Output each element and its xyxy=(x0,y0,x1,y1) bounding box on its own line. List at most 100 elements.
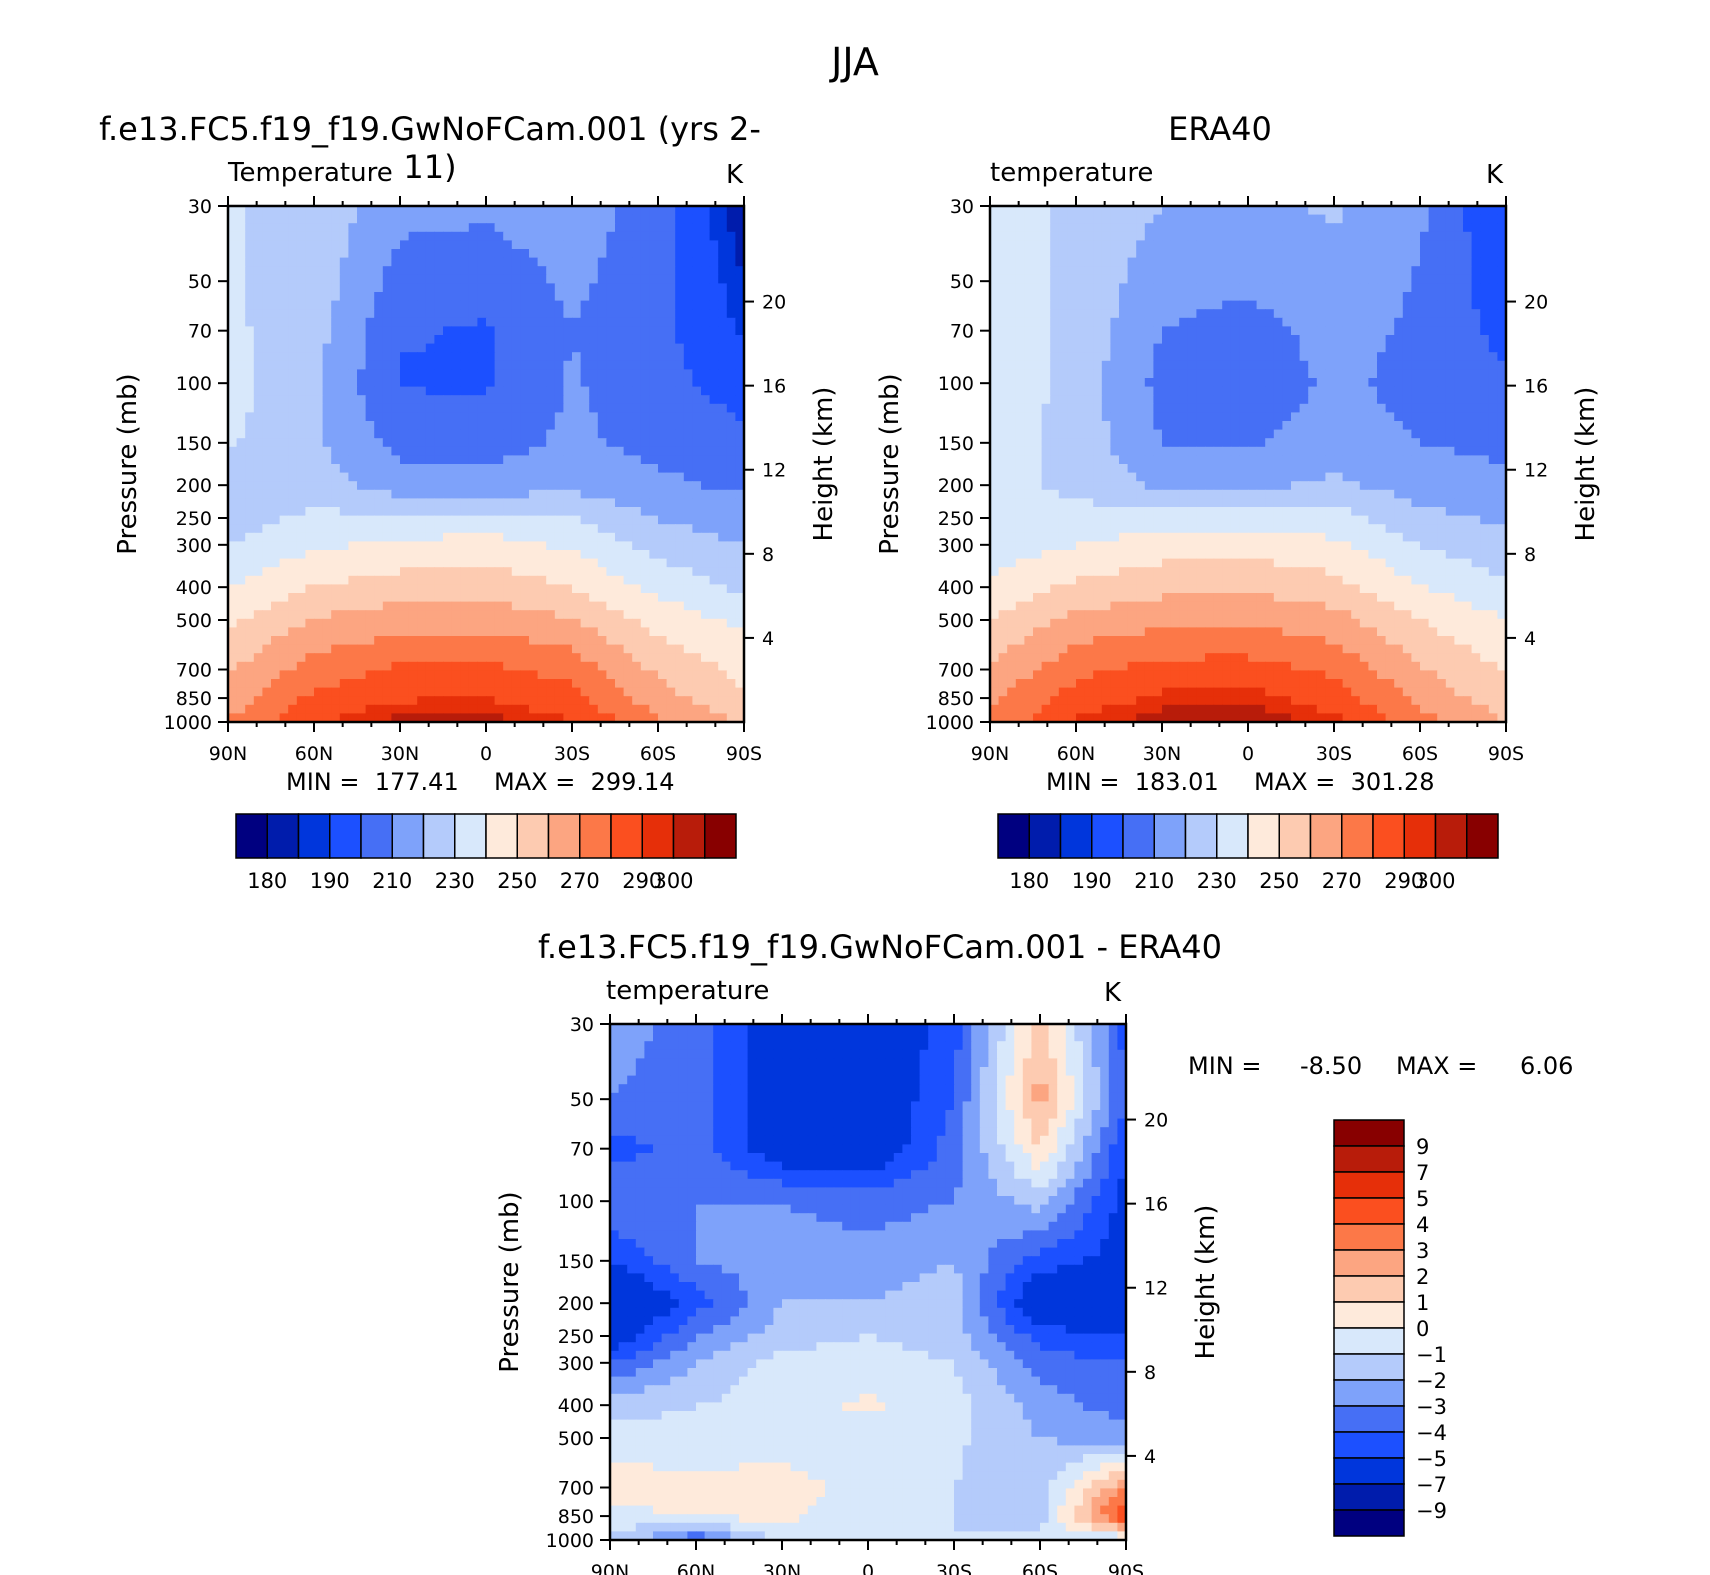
obs-field-cell xyxy=(1334,257,1344,267)
model-field-cell xyxy=(451,412,461,422)
model-field-cell xyxy=(701,412,711,422)
obs-field-cell xyxy=(1222,283,1232,293)
model-field-cell xyxy=(279,498,289,508)
model-field-cell xyxy=(675,395,685,405)
model-field-cell xyxy=(322,670,332,680)
model-field-cell xyxy=(400,567,410,577)
obs-field-cell xyxy=(1153,266,1163,276)
model-field-cell xyxy=(709,206,719,216)
model-field-cell xyxy=(348,489,358,499)
obs-field-cell xyxy=(1445,317,1455,327)
model-field-cell xyxy=(434,429,444,439)
obs-field-cell xyxy=(1265,352,1275,362)
model-field-cell xyxy=(615,532,625,542)
model-field-cell xyxy=(709,343,719,353)
model-field-cell xyxy=(357,670,367,680)
model-colorbar-box xyxy=(422,813,456,859)
model-field-cell xyxy=(623,593,633,603)
model-field-cell xyxy=(322,661,332,671)
obs-field-cell xyxy=(1136,257,1146,267)
model-field-cell xyxy=(597,257,607,267)
obs-field-cell xyxy=(1110,352,1120,362)
model-field-cell xyxy=(271,481,281,491)
model-field-cell xyxy=(382,309,392,319)
model-field-cell xyxy=(597,326,607,336)
obs-field-cell xyxy=(1437,266,1447,276)
model-field-cell xyxy=(279,464,289,474)
obs-field-cell xyxy=(1334,223,1344,233)
model-field-cell xyxy=(606,223,616,233)
obs-field-cell xyxy=(1153,300,1163,310)
model-field-cell xyxy=(735,343,745,353)
obs-field-cell xyxy=(1480,231,1490,241)
model-field-cell xyxy=(529,464,539,474)
model-field-cell xyxy=(701,532,711,542)
obs-field-cell xyxy=(1024,206,1034,216)
model-field-cell xyxy=(451,593,461,603)
model-field-cell xyxy=(709,249,719,259)
obs-field-cell xyxy=(1282,378,1292,388)
obs-field-cell xyxy=(1248,378,1258,388)
obs-field-cell xyxy=(1402,326,1412,336)
model-field-cell xyxy=(331,266,341,276)
obs-field-cell xyxy=(1136,206,1146,216)
model-field-cell xyxy=(554,455,564,465)
obs-field-cell xyxy=(1007,257,1017,267)
model-field-cell xyxy=(374,421,384,431)
obs-field-cell xyxy=(1488,249,1498,259)
model-field-cell xyxy=(374,687,384,697)
model-field-cell xyxy=(408,274,418,284)
model-field-cell xyxy=(709,601,719,611)
model-field-cell xyxy=(305,636,315,646)
model-field-cell xyxy=(572,498,582,508)
obs-field-cell xyxy=(1471,352,1481,362)
obs-field-cell xyxy=(1067,257,1077,267)
model-field-cell xyxy=(537,343,547,353)
model-field-cell xyxy=(314,249,324,259)
model-field-cell xyxy=(400,472,410,482)
model-field-cell xyxy=(589,498,599,508)
obs-field-cell xyxy=(1015,352,1025,362)
model-field-cell xyxy=(339,343,349,353)
model-field-cell xyxy=(296,687,306,697)
obs-field-cell xyxy=(1119,335,1129,345)
obs-field-cell xyxy=(1471,369,1481,379)
model-field-cell xyxy=(572,618,582,628)
obs-field-cell xyxy=(1162,300,1172,310)
model-field-cell xyxy=(537,593,547,603)
model-field-cell xyxy=(417,352,427,362)
model-field-cell xyxy=(391,412,401,422)
model-field-cell xyxy=(339,601,349,611)
model-field-cell xyxy=(236,515,246,525)
model-field-cell xyxy=(615,231,625,241)
model-field-cell xyxy=(348,515,358,525)
obs-field-cell xyxy=(1325,249,1335,259)
model-field-cell xyxy=(245,206,255,216)
obs-field-cell xyxy=(1093,317,1103,327)
model-field-cell xyxy=(572,292,582,302)
model-field-cell xyxy=(382,498,392,508)
model-field-cell xyxy=(348,567,358,577)
obs-field-cell xyxy=(1084,274,1094,284)
model-field-cell xyxy=(228,369,238,379)
model-field-cell xyxy=(503,524,513,534)
model-field-cell xyxy=(434,360,444,370)
model-field-cell xyxy=(374,292,384,302)
model-field-cell xyxy=(443,584,453,594)
model-field-cell xyxy=(563,455,573,465)
obs-field-cell xyxy=(1024,266,1034,276)
model-field-cell xyxy=(546,481,556,491)
model-field-cell xyxy=(546,618,556,628)
obs-field-cell xyxy=(1377,309,1387,319)
model-field-cell xyxy=(477,498,487,508)
obs-field-cell xyxy=(1316,317,1326,327)
model-field-cell xyxy=(425,317,435,327)
model-field-cell xyxy=(408,412,418,422)
model-field-cell xyxy=(563,541,573,551)
obs-field-cell xyxy=(1256,292,1266,302)
model-field-cell xyxy=(503,283,513,293)
model-field-cell xyxy=(357,515,367,525)
obs-field-cell xyxy=(1325,326,1335,336)
obs-field-cell xyxy=(1187,206,1197,216)
model-field-cell xyxy=(288,584,298,594)
